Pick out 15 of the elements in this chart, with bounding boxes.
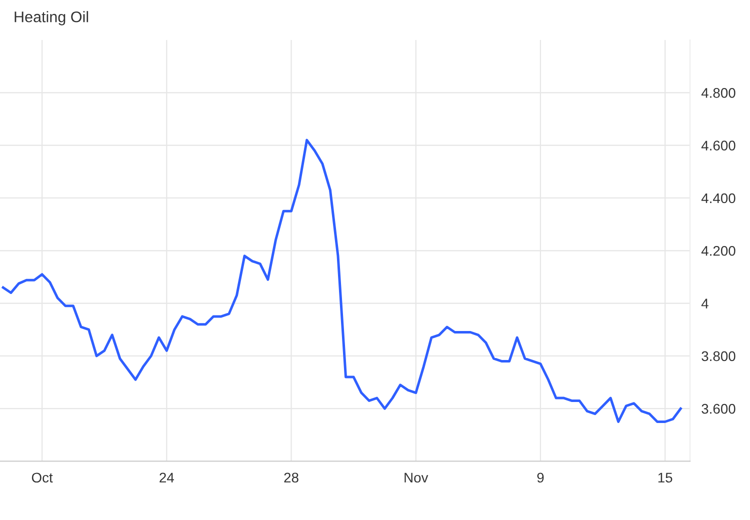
x-tick-label: 24 [160,472,174,482]
x-tick-label: 9 [537,472,544,483]
line-series [2,138,682,424]
y-tick-label: 3.800 [702,351,736,362]
y-tick-label: 4.600 [701,140,736,151]
x-tick-label: 15 [658,472,672,483]
y-tick-label: 4.800 [701,88,736,98]
y-tick-label: 3.600 [702,404,736,414]
x-tick-label: 28 [284,472,298,483]
x-tick-label: Oct [32,472,53,483]
chart-title: Heating Oil [14,11,88,26]
y-tick-label: 4 [701,298,708,308]
x-tick-label: Nov [404,472,428,483]
y-tick-label: 4.400 [701,193,736,204]
y-tick-label: 4.200 [701,246,736,256]
